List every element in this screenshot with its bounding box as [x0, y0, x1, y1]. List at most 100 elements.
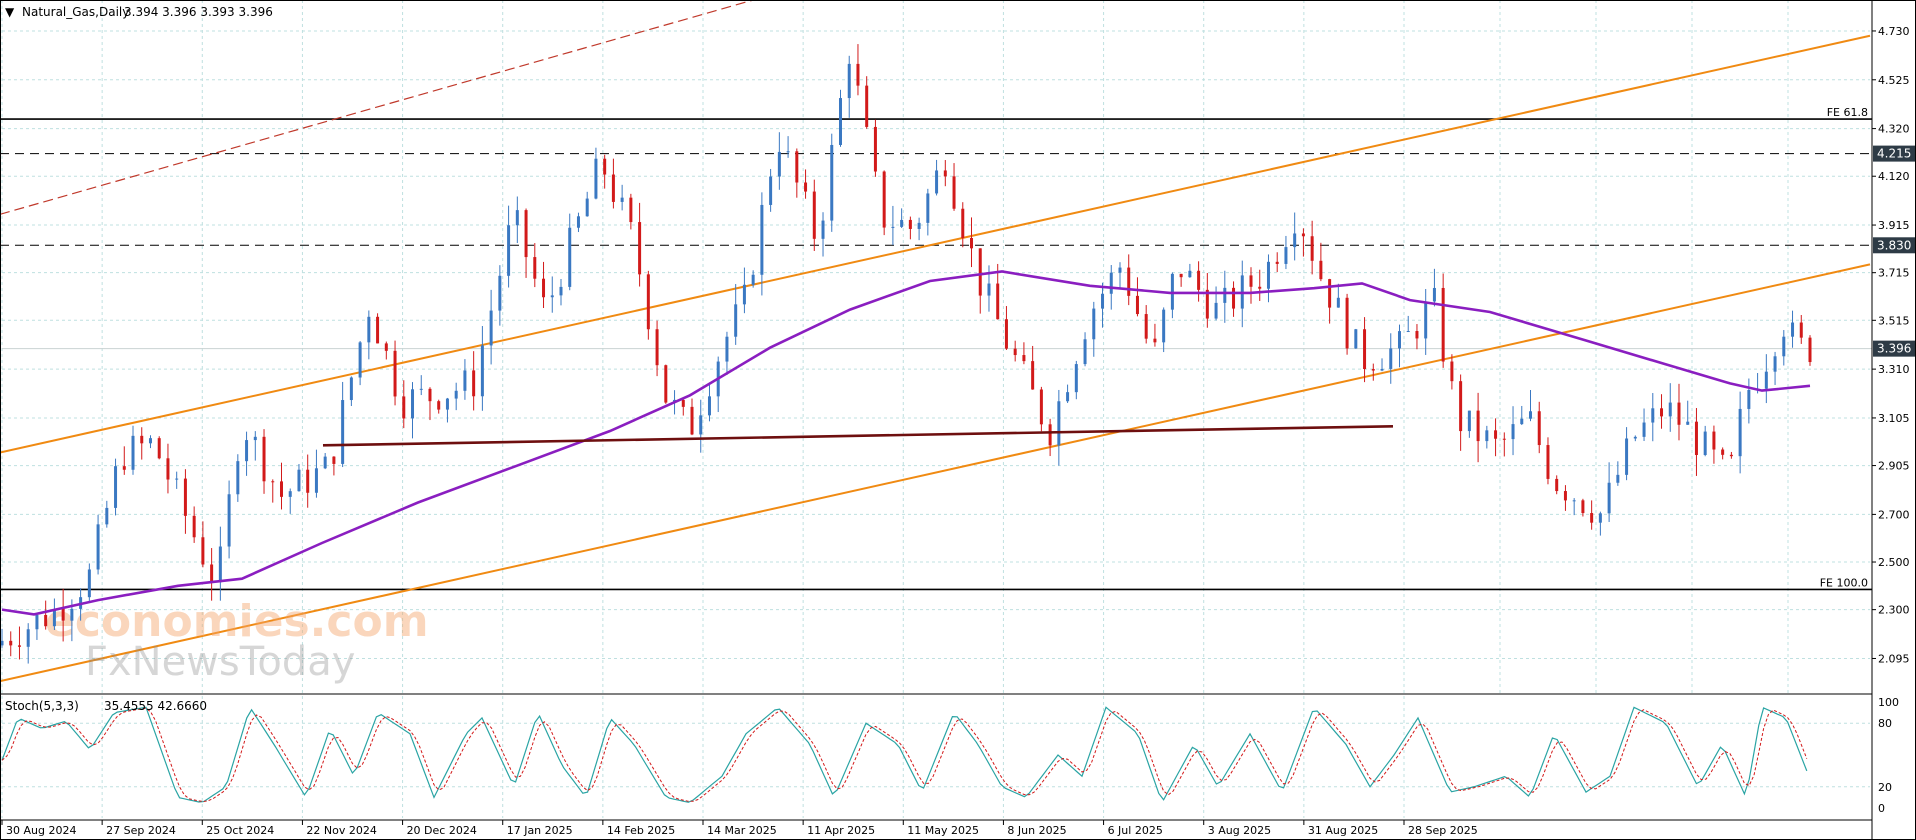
candle-bull: [699, 415, 703, 435]
watermark-line2: FxNewsToday: [85, 639, 355, 685]
y-tick-label: 2.700: [1878, 508, 1910, 521]
candle-bear: [1022, 355, 1026, 362]
watermark: economies.com FxNewsToday: [45, 596, 429, 685]
candle-bear: [44, 614, 48, 627]
candle-bear: [1371, 369, 1375, 371]
candle-bear: [1363, 329, 1367, 370]
candle-bull: [498, 275, 502, 311]
candle-bull: [245, 440, 249, 462]
candle-bear: [1415, 331, 1419, 339]
x-tick-label: 30 Aug 2024: [6, 824, 76, 837]
candle-bull: [367, 316, 371, 343]
candle-bear: [1179, 273, 1183, 278]
candle-bear: [1319, 260, 1323, 280]
candle-bull: [236, 461, 240, 495]
candle-bull: [1354, 329, 1358, 349]
candle-bull: [1529, 411, 1533, 419]
candle-bull: [1109, 272, 1113, 294]
candle-bull: [742, 284, 746, 305]
candle-bull: [175, 478, 179, 480]
support-line[interactable]: [322, 424, 1394, 447]
candle-bear: [1494, 430, 1498, 439]
candle-bull: [114, 466, 118, 508]
dropdown-icon[interactable]: ▼: [5, 5, 15, 19]
candle-bull: [1738, 408, 1742, 457]
candle-bull: [0, 640, 4, 646]
candle-bear: [812, 191, 816, 239]
stoch-grid: [2, 722, 1870, 788]
candle-bear: [1031, 361, 1035, 390]
candle-bear: [865, 85, 869, 127]
candle-bear: [629, 197, 633, 223]
candle-bear: [1555, 478, 1559, 492]
candle-bull: [35, 614, 39, 630]
candle-bear: [1712, 431, 1716, 450]
candle-bull: [454, 390, 458, 399]
y-tick-label: 3.515: [1878, 314, 1910, 327]
candle-bull: [935, 170, 939, 194]
candle-bull: [227, 494, 231, 547]
candle-bull: [358, 342, 362, 378]
x-tick-label: 22 Nov 2024: [306, 824, 376, 837]
x-tick-label: 14 Mar 2025: [707, 824, 777, 837]
support-line[interactable]: [322, 424, 1394, 447]
candle-bull: [725, 336, 729, 362]
candle-bear: [166, 458, 170, 480]
stoch-signal-line: [1, 707, 1808, 803]
candle-bull: [1389, 348, 1393, 369]
candle-bull: [1397, 331, 1401, 349]
candle-bull: [411, 389, 415, 419]
x-tick-label: 28 Sep 2025: [1408, 824, 1478, 837]
candle-bull: [917, 222, 921, 229]
candle-bull: [480, 345, 484, 397]
candle-bull: [1782, 336, 1786, 357]
candle-bull: [559, 286, 563, 296]
candle-bull: [838, 98, 842, 145]
candle-bull: [777, 151, 781, 177]
candle-bear: [1590, 513, 1594, 523]
candle-bear: [908, 219, 912, 229]
moving-average: [1, 270, 1811, 616]
horizontal-levels[interactable]: FE 61.8 FE 100.0: [0, 106, 1872, 591]
candle-bear: [542, 278, 546, 298]
candle-bear: [681, 399, 685, 407]
price-pane: FE 61.8 FE 100.0 economies.com FxNewsToda…: [0, 0, 1872, 818]
x-tick-label: 27 Sep 2024: [106, 824, 176, 837]
candle-bull: [594, 158, 598, 199]
y-tick-label: 3.105: [1878, 412, 1910, 425]
candle-bull: [218, 546, 222, 583]
candle-bull: [769, 176, 773, 205]
candle-bear: [437, 401, 441, 410]
candle-bear: [17, 645, 21, 647]
candle-bull: [550, 295, 554, 298]
candle-bull: [419, 388, 423, 390]
stoch-tick-label: 80: [1878, 717, 1892, 730]
candle-bull: [585, 198, 589, 217]
trendline-channel-upper[interactable]: [0, 34, 1871, 454]
trendline-upper-dashed[interactable]: [0, 0, 770, 215]
candle-bull: [900, 219, 904, 227]
y-tick-label: 4.525: [1878, 74, 1910, 87]
candle-bull: [1424, 301, 1428, 339]
candle-bear: [428, 388, 432, 402]
candle-bear: [1345, 297, 1349, 349]
candle-bull: [507, 225, 511, 276]
candle-bear: [1450, 361, 1454, 382]
trendline-channel-lower[interactable]: [0, 263, 1871, 683]
candle-bear: [804, 182, 808, 192]
candle-bear: [882, 171, 886, 228]
y-tick-label: 4.120: [1878, 170, 1910, 183]
stoch-tick-label: 0: [1878, 802, 1885, 815]
candle-bull: [1101, 293, 1105, 309]
candle-bear: [1013, 348, 1017, 356]
stoch-main-line: [1, 706, 1808, 803]
candle-bear: [183, 478, 187, 516]
candle-bear: [472, 370, 476, 397]
candle-bear: [1004, 319, 1008, 349]
trendlines[interactable]: [0, 0, 1871, 683]
candle-bull: [1633, 436, 1637, 439]
candle-bull: [1293, 233, 1297, 248]
candle-bear: [1581, 500, 1585, 514]
